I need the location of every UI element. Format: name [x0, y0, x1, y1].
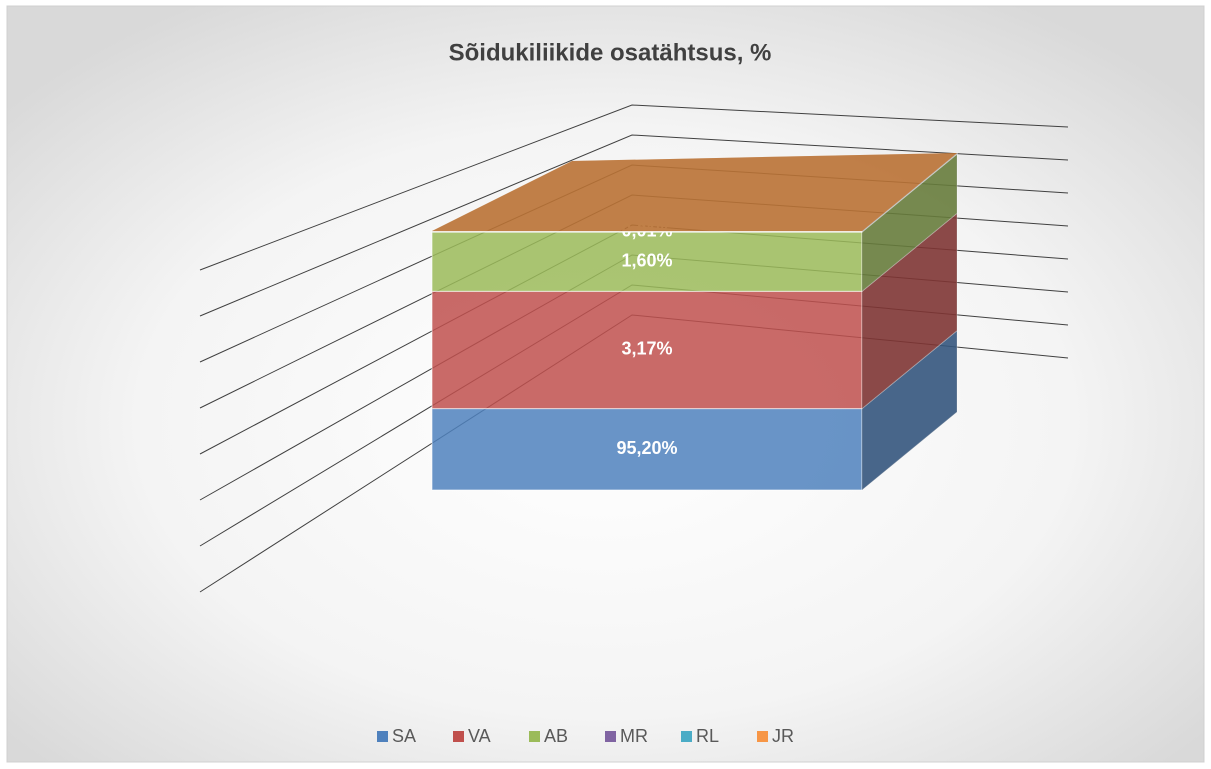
bar-side-shade: [862, 330, 957, 490]
grid-line: [199, 134, 1069, 317]
legend-swatch: [529, 731, 540, 742]
bar-side-shade: [862, 153, 957, 232]
data-label: 3,17%: [621, 339, 672, 359]
legend-swatch: [605, 731, 616, 742]
legend-swatch: [377, 731, 388, 742]
bar-top-shade: [432, 153, 957, 231]
legend-swatch: [453, 731, 464, 742]
bar-side-shade: [862, 154, 957, 292]
bar-side-shade: [862, 153, 957, 232]
data-label: 1,60%: [621, 250, 672, 270]
legend-label: VA: [468, 726, 491, 746]
legend: SA VA AB MR RL JR: [377, 726, 794, 746]
legend-swatch: [757, 731, 768, 742]
data-label: 95,20%: [616, 438, 677, 458]
legend-label: RL: [696, 726, 719, 746]
legend-swatch: [681, 731, 692, 742]
legend-label: MR: [620, 726, 648, 746]
bar-front: [431, 408, 863, 491]
block: 95,20%3,17%1,60%0,01%: [431, 151, 958, 492]
bar-side-shade: [862, 153, 957, 233]
bar-top: [432, 153, 957, 231]
bar-front: [431, 290, 863, 410]
chart-title: Sõidukiliikide osatähtsus, %: [449, 39, 772, 66]
bar-side-shade: [862, 213, 957, 409]
legend-label: SA: [392, 726, 416, 746]
legend-label: JR: [772, 726, 794, 746]
grid-line: [199, 104, 1069, 271]
legend-label: AB: [544, 726, 568, 746]
